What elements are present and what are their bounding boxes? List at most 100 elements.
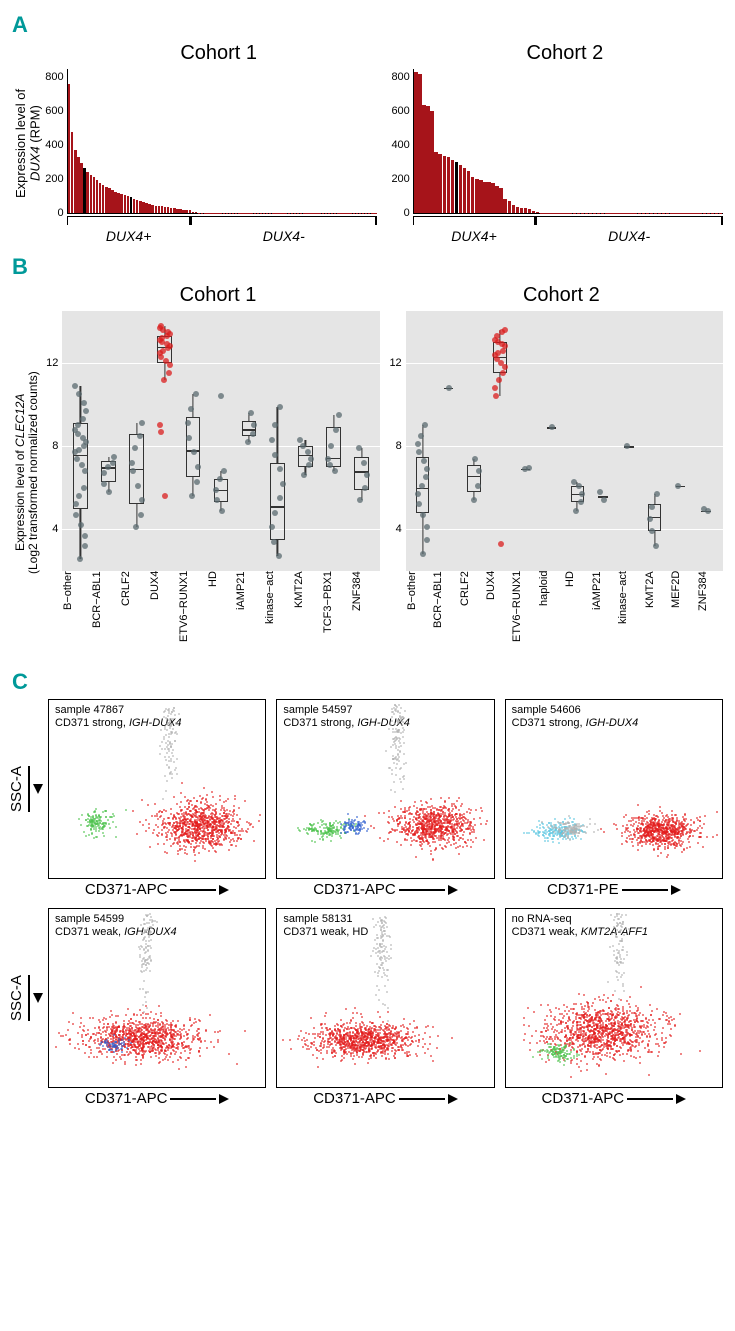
bar xyxy=(418,74,421,213)
data-point xyxy=(194,479,200,485)
y-tick-label: 400 xyxy=(391,139,409,151)
cohort-title: Cohort 2 xyxy=(407,42,723,65)
data-point xyxy=(111,454,117,460)
boxplot-group xyxy=(643,311,667,571)
panel-a: Expression level of DUX4 (RPM) Cohort 10… xyxy=(12,42,723,244)
bar xyxy=(475,179,478,213)
panel-c-xaxis-label: CD371-APC xyxy=(48,881,266,898)
data-point xyxy=(472,456,478,462)
data-point xyxy=(361,460,367,466)
y-tick-label: 600 xyxy=(45,105,63,117)
bar-chart: 0200400600800 xyxy=(413,69,723,214)
boxplot-group xyxy=(591,311,615,571)
flow-cytometry-plot: sample 47867CD371 strong, IGH-DUX4 xyxy=(48,699,266,879)
data-point xyxy=(422,422,428,428)
panel-b-ylabel-pre: Expression level of xyxy=(13,447,27,551)
x-category-label: DUX4 xyxy=(149,571,178,661)
y-tick-label: 800 xyxy=(45,71,63,83)
data-point xyxy=(75,422,81,428)
boxplot-group xyxy=(208,311,234,571)
data-point xyxy=(133,524,139,530)
bar xyxy=(540,213,543,214)
x-category-label: kinase−act xyxy=(617,571,643,661)
bar xyxy=(471,177,474,213)
bar xyxy=(422,105,425,213)
data-point xyxy=(245,439,251,445)
boxplot-group xyxy=(488,311,512,571)
boxplot-group xyxy=(180,311,206,571)
bar xyxy=(495,186,498,213)
bar xyxy=(544,213,547,214)
bar xyxy=(414,72,417,213)
y-tick-label: 4 xyxy=(52,523,58,535)
x-category-label: MEF2D xyxy=(670,571,696,661)
data-point xyxy=(579,491,585,497)
data-point xyxy=(80,416,86,422)
data-point xyxy=(189,493,195,499)
x-category-label: CRLF2 xyxy=(120,571,149,661)
flow-cytometry-plot: sample 54599CD371 weak, IGH-DUX4 xyxy=(48,908,266,1088)
data-point xyxy=(272,452,278,458)
data-point xyxy=(277,466,283,472)
bar xyxy=(483,182,486,213)
plot-caption: sample 58131CD371 weak, HD xyxy=(283,913,368,939)
y-tick-label: 4 xyxy=(396,523,402,535)
data-point xyxy=(74,456,80,462)
data-point xyxy=(78,522,84,528)
boxplot-group xyxy=(124,311,150,571)
data-point xyxy=(624,443,630,449)
bar xyxy=(451,160,454,213)
data-point xyxy=(496,377,502,383)
data-point xyxy=(701,506,707,512)
data-point xyxy=(277,404,283,410)
data-point xyxy=(420,551,426,557)
boxplot-chart: 4812 xyxy=(406,311,723,571)
boxplot-group xyxy=(436,311,460,571)
bar xyxy=(503,199,506,213)
flow-cytometry-plot: sample 58131CD371 weak, HD xyxy=(276,908,494,1088)
bar xyxy=(532,211,535,213)
x-category-label: KMT2A xyxy=(644,571,670,661)
data-point xyxy=(138,512,144,518)
x-category-label: CRLF2 xyxy=(459,571,485,661)
data-point xyxy=(500,370,506,376)
x-category-label: B−other xyxy=(406,571,432,661)
panel-b-ylabel-gene: CLEC12A xyxy=(13,394,27,447)
x-category-label: ZNF384 xyxy=(351,571,380,661)
panel-b-ylabel-post: (Log2 transformed normalized counts) xyxy=(26,371,40,574)
x-group-label: DUX4- xyxy=(191,228,377,244)
y-tick-label: 0 xyxy=(404,207,410,219)
plot-caption: sample 54606CD371 strong, IGH-DUX4 xyxy=(512,704,639,730)
bar xyxy=(455,162,458,213)
x-category-label: ETV6−RUNX1 xyxy=(178,571,207,661)
panel-b-cohort: Cohort 14812B−otherBCR−ABL1CRLF2DUX4ETV6… xyxy=(56,284,379,661)
data-point xyxy=(195,464,201,470)
data-point xyxy=(364,472,370,478)
data-point xyxy=(79,462,85,468)
data-point xyxy=(130,468,136,474)
panel-b-cohort: Cohort 24812B−otherBCR−ABL1CRLF2DUX4ETV6… xyxy=(400,284,723,661)
data-point xyxy=(73,501,79,507)
bar xyxy=(467,171,470,213)
y-tick-label: 200 xyxy=(45,173,63,185)
data-point xyxy=(83,408,89,414)
data-point xyxy=(157,422,163,428)
bar xyxy=(479,180,482,213)
data-point xyxy=(297,437,303,443)
data-point xyxy=(193,391,199,397)
data-point xyxy=(248,410,254,416)
y-tick-label: 12 xyxy=(389,357,401,369)
data-point xyxy=(139,497,145,503)
data-point xyxy=(269,437,275,443)
data-point xyxy=(549,424,555,430)
data-point xyxy=(571,479,577,485)
data-point xyxy=(301,472,307,478)
bar xyxy=(443,156,446,213)
data-point xyxy=(82,543,88,549)
panel-c-xaxis-label: CD371-APC xyxy=(505,1090,723,1107)
bar xyxy=(459,165,462,213)
y-tick-label: 200 xyxy=(391,173,409,185)
data-point xyxy=(158,323,164,329)
data-point xyxy=(272,422,278,428)
y-tick-label: 600 xyxy=(391,105,409,117)
